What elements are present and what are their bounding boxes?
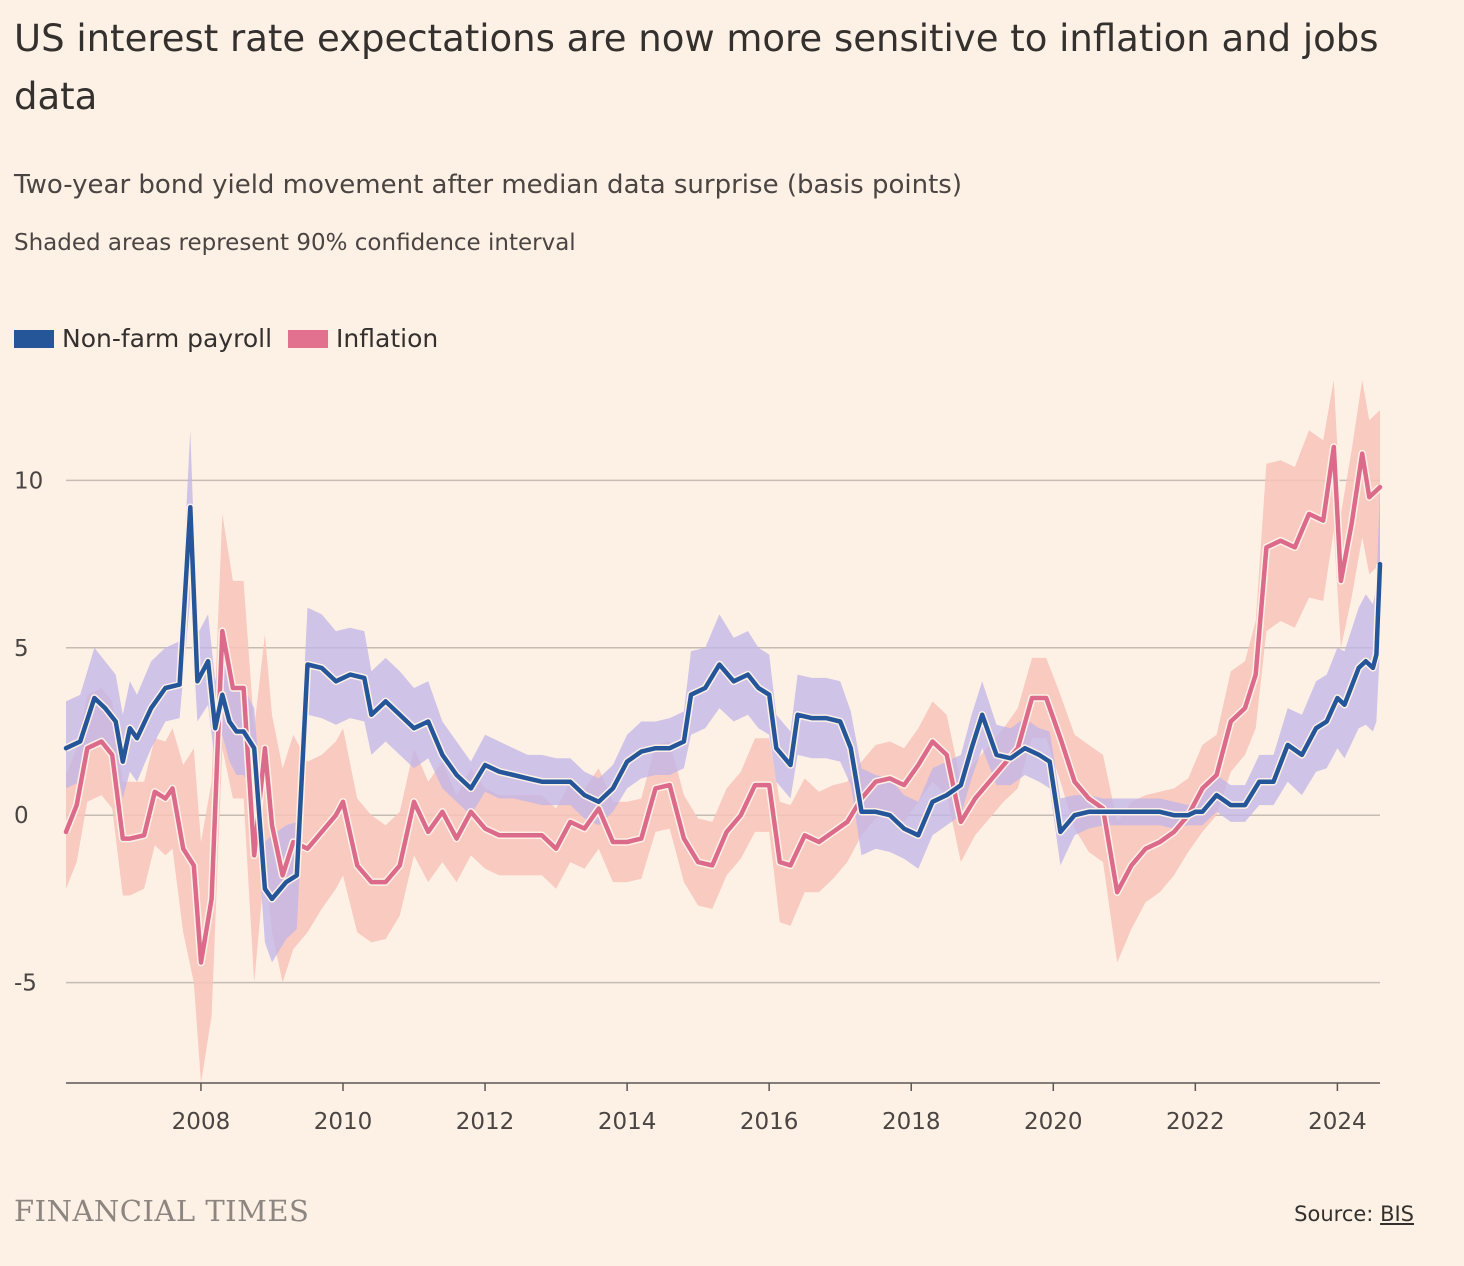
legend-item-inflation: Inflation <box>288 324 438 353</box>
axes: -5 0 5 10 2008 2010 2012 2014 2016 2018 2020 2022 20… <box>14 468 1380 1135</box>
band-inflation <box>66 380 1380 1083</box>
legend-label-payroll: Non-farm payroll <box>62 324 273 353</box>
legend-label-inflation: Inflation <box>336 324 439 353</box>
x-tick-label: 2012 <box>456 1109 515 1135</box>
x-tick-label: 2020 <box>1024 1109 1083 1135</box>
x-tick-label: 2008 <box>172 1109 231 1135</box>
source-note: Source: BIS <box>1294 1202 1414 1226</box>
confidence-bands <box>66 380 1380 1083</box>
ft-logo: FINANCIAL TIMES <box>14 1194 310 1228</box>
source-link[interactable]: BIS <box>1380 1202 1414 1226</box>
x-tick-label: 2024 <box>1308 1109 1367 1135</box>
legend: Non-farm payroll Inflation <box>14 324 454 353</box>
chart-subtitle: Two-year bond yield movement after media… <box>14 170 962 200</box>
y-tick-label: -5 <box>14 971 37 997</box>
chart-title: US interest rate expectations are now mo… <box>14 17 1379 118</box>
x-tick-label: 2010 <box>314 1109 373 1135</box>
series-lines <box>62 443 1384 967</box>
band-payroll <box>66 430 1380 963</box>
chart-note: Shaded areas represent 90% confidence in… <box>14 230 576 256</box>
line-payroll <box>63 504 1383 902</box>
legend-swatch-payroll <box>14 329 54 348</box>
y-tick-label: 0 <box>14 803 29 829</box>
x-tick-label: 2022 <box>1166 1109 1225 1135</box>
legend-item-payroll: Non-farm payroll <box>14 324 272 353</box>
legend-swatch-inflation <box>288 329 329 348</box>
x-tick-label: 2014 <box>598 1109 657 1135</box>
y-tick-label: 5 <box>14 636 29 662</box>
line-inflation <box>63 444 1383 965</box>
source-prefix: Source: <box>1294 1202 1381 1226</box>
y-tick-label: 10 <box>14 468 43 494</box>
x-tick-label: 2016 <box>740 1109 799 1135</box>
x-tick-label: 2018 <box>882 1109 941 1135</box>
